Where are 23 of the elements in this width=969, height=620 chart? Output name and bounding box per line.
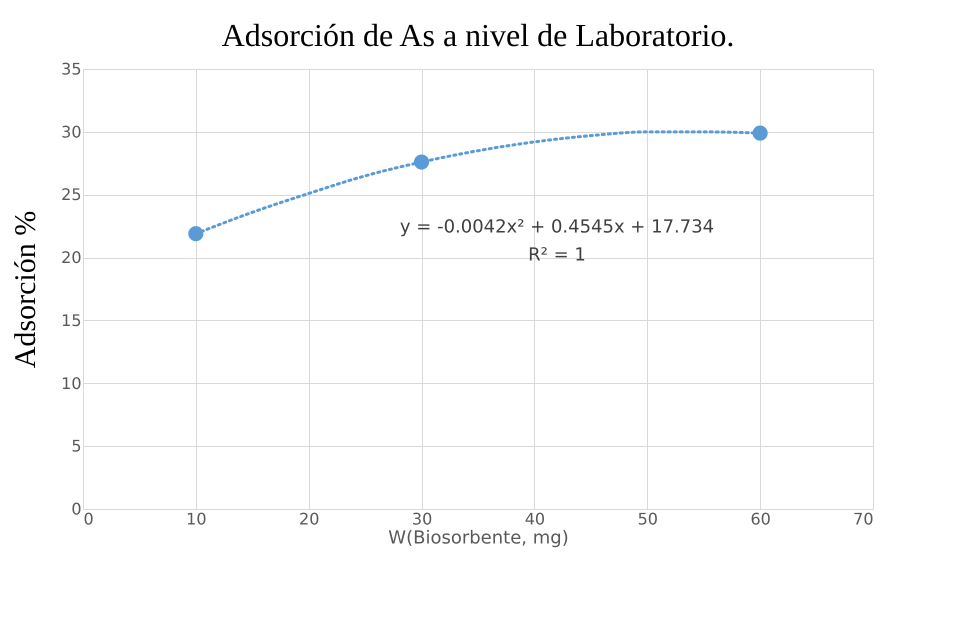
y-tick-label: 25 xyxy=(61,185,82,204)
y-tick-label: 30 xyxy=(61,122,82,142)
y-tick-label: 20 xyxy=(61,248,82,268)
y-tick-label: 15 xyxy=(61,310,82,330)
x-tick-label: 0 xyxy=(84,510,94,528)
y-tick-label: 35 xyxy=(61,60,82,78)
x-tick-label: 40 xyxy=(524,510,546,528)
x-tick-label: 20 xyxy=(299,510,320,528)
x-tick-label: 60 xyxy=(750,510,771,528)
chart-title: Adsorción de As a nivel de Laboratorio. xyxy=(222,17,734,53)
x-tick-label: 30 xyxy=(412,510,432,528)
y-tick-label: 10 xyxy=(61,374,82,393)
x-tick-label: 70 xyxy=(853,510,874,528)
point xyxy=(752,126,768,141)
y-tick-label: 5 xyxy=(71,436,82,456)
x-tick-label: 50 xyxy=(638,510,658,528)
point xyxy=(414,154,430,170)
point xyxy=(188,226,204,242)
annotation: R² = 1 xyxy=(528,244,586,266)
x-tick-label: 10 xyxy=(186,510,207,528)
annotation: y = -0.0042x² + 0.4545x + 17.734 xyxy=(400,216,714,238)
x-axis-title: W(Biosorbente, mg) xyxy=(388,528,569,548)
y-axis-title: Adsorción % xyxy=(9,210,42,368)
